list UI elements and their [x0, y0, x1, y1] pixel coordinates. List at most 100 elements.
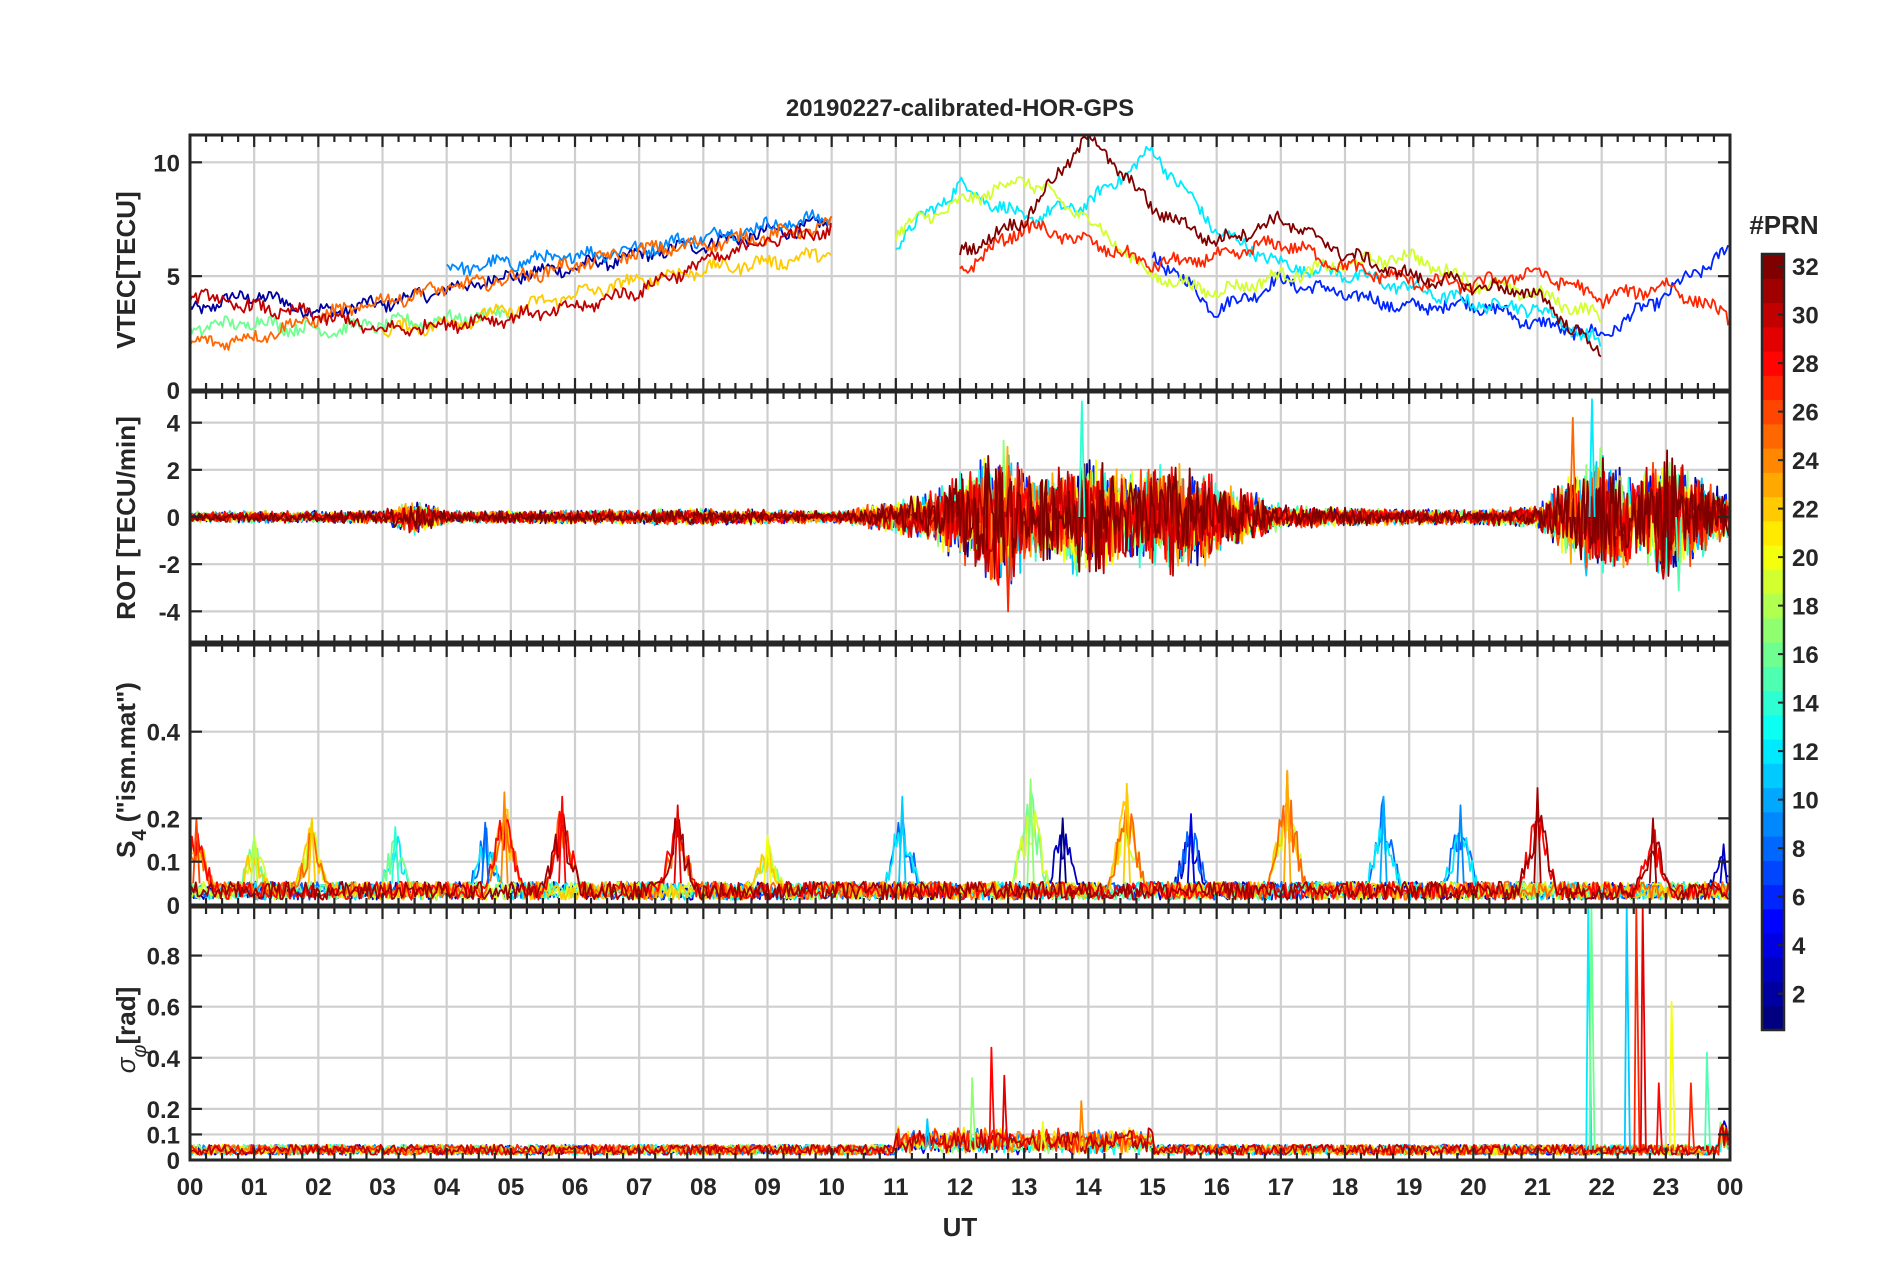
sigma-spike — [1623, 907, 1631, 1150]
x-tick-label: 22 — [1588, 1174, 1615, 1201]
colorbar-tick-label: 10 — [1792, 788, 1819, 815]
sigma_phi-ytick-label: 0.8 — [147, 944, 180, 971]
sigma-spike — [1633, 907, 1641, 1150]
vtec-series-prn-16 — [190, 304, 510, 339]
x-tick-label: 17 — [1267, 1174, 1294, 1201]
colorbar-cell-prn-5 — [1762, 908, 1784, 934]
sigma-spike — [1001, 1074, 1009, 1150]
s4-burst — [481, 821, 490, 884]
rot-ytick-label: 4 — [167, 411, 181, 438]
x-tick-label: 00 — [1717, 1174, 1744, 1201]
vtec-ytick-label: 10 — [153, 150, 180, 177]
x-tick-label: 07 — [626, 1174, 653, 1201]
colorbar-tick-label: 12 — [1792, 739, 1819, 766]
vtec-plot-area — [190, 135, 1729, 358]
colorbar-cell-prn-18 — [1762, 593, 1784, 619]
s4-ytick-label: 0.4 — [147, 720, 181, 747]
colorbar-cell-prn-32 — [1762, 254, 1784, 279]
colorbar-cell-prn-10 — [1762, 787, 1784, 813]
colorbar-tick-label: 8 — [1792, 836, 1805, 863]
sigma-spike — [1078, 1100, 1086, 1150]
sigma-spike — [924, 1118, 932, 1150]
sigma-phi-panel: 00.10.2 0.4 0.6 0.8 00 01 02 03 04 05 06 07 08 09 10 11… — [147, 905, 1744, 1201]
colorbar-tick-label: 16 — [1792, 642, 1819, 669]
colorbar-cell-prn-20 — [1762, 545, 1784, 570]
rot-plot-area — [190, 398, 1730, 613]
vtec-panel: 0 5 10 — [153, 133, 1732, 405]
x-tick-label: 05 — [497, 1174, 524, 1201]
colorbar-tick-label: 26 — [1792, 400, 1819, 427]
x-tick-label: 16 — [1203, 1174, 1230, 1201]
sigma-spike — [1639, 907, 1647, 1150]
vtec-series-prn-19 — [894, 176, 1602, 323]
colorbar-cell-prn-19 — [1762, 569, 1784, 595]
x-tick-label: 01 — [241, 1174, 268, 1201]
rot-ytick-label: 2 — [167, 458, 180, 485]
s4-burst — [1186, 813, 1196, 884]
sigma_phi-ytick-label: 0 — [167, 1148, 180, 1175]
vtec-series-prn-32 — [959, 135, 1602, 358]
s4-burst — [500, 791, 509, 884]
colorbar-cell-prn-24 — [1762, 448, 1784, 473]
colorbar-label: #PRN — [1749, 210, 1818, 240]
colorbar-cell-prn-15 — [1762, 666, 1784, 692]
x-tick-label: 09 — [754, 1174, 781, 1201]
s4-burst — [1026, 778, 1035, 884]
vtec-axes-box — [188, 133, 1732, 392]
s4-burst — [1533, 787, 1542, 884]
s4-burst — [250, 834, 259, 884]
rot-peak — [1078, 400, 1086, 518]
colorbar-cell-prn-16 — [1762, 642, 1784, 667]
vtec-series-prn-12 — [895, 145, 1602, 347]
x-tick-label: 12 — [947, 1174, 974, 1201]
s4-burst — [1456, 804, 1465, 884]
colorbar-cell-prn-8 — [1762, 836, 1784, 861]
vtec-series-prn-25 — [190, 216, 832, 351]
colorbar-tick-label: 24 — [1792, 448, 1819, 475]
colorbar-cell-prn-21 — [1762, 520, 1784, 546]
rot-peak — [1004, 516, 1012, 613]
s4-ytick-label: 0.2 — [147, 806, 180, 833]
s4-burst — [1719, 843, 1728, 884]
rot-ytick-label: -2 — [159, 552, 180, 579]
colorbar-cell-prn-4 — [1762, 933, 1784, 958]
s4-burst — [1379, 795, 1388, 884]
x-tick-label: 03 — [369, 1174, 396, 1201]
s4-ticks — [188, 645, 1732, 907]
s4-burst — [1058, 817, 1067, 884]
sigma-spike — [1588, 907, 1596, 1150]
rot-ylabel: ROT [TECU/min] — [111, 416, 141, 620]
rot-peak — [1569, 417, 1577, 518]
x-tick-label: 04 — [433, 1174, 460, 1201]
figure-title: 20190227-calibrated-HOR-GPS — [786, 95, 1134, 122]
s4-panel: 0 0.1 0.2 0.4 — [147, 643, 1732, 920]
x-axis-label: UT — [943, 1212, 978, 1242]
colorbar-tick-label: 22 — [1792, 497, 1819, 524]
colorbar-tick-label: 28 — [1792, 351, 1819, 378]
sigma_phi-ytick-label: 0.2 — [147, 1097, 180, 1124]
colorbar-frame — [1760, 252, 1786, 1032]
rot-series-prn-32 — [190, 449, 1730, 580]
rot-peak — [1588, 398, 1596, 518]
s4-ylabel-rest: ("ism.mat") — [111, 682, 141, 829]
rot-peak — [1675, 516, 1683, 591]
colorbar-cell-prn-14 — [1762, 690, 1784, 716]
colorbar-cell-prn-23 — [1762, 472, 1784, 498]
x-tick-label: 02 — [305, 1174, 332, 1201]
colorbar-tick-label: 18 — [1792, 594, 1819, 621]
s4-burst — [673, 804, 682, 884]
x-tick-label: 10 — [818, 1174, 845, 1201]
x-tick-label: 19 — [1396, 1174, 1423, 1201]
s4-ytick-label: 0 — [167, 893, 180, 920]
sigma_phi-grid — [190, 907, 1730, 1160]
s4-burst — [307, 817, 316, 884]
s4-ytick-label: 0.1 — [147, 850, 180, 877]
colorbar-cell-prn-27 — [1762, 375, 1784, 401]
s4-axes-box — [188, 643, 1732, 907]
rot-ytick-label: 0 — [167, 505, 180, 532]
colorbar-cell-prn-31 — [1762, 278, 1784, 304]
x-tick-label: 00 — [177, 1174, 204, 1201]
sigma-ylabel-unit: [rad] — [111, 987, 141, 1045]
vtec-grid — [190, 135, 1730, 390]
s4-ylabel: S4 ("ism.mat") — [111, 682, 151, 858]
